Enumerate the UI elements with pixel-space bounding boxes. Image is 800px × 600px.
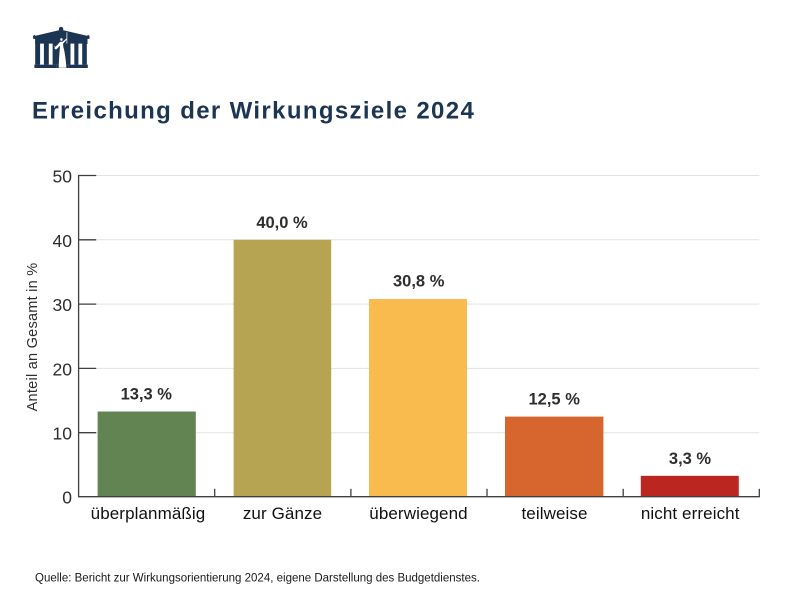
svg-text:Anteil an Gesamt in %: Anteil an Gesamt in % <box>25 263 41 412</box>
svg-text:30,8 %: 30,8 % <box>393 273 445 291</box>
svg-text:nicht erreicht: nicht erreicht <box>641 504 740 523</box>
svg-text:3,3 %: 3,3 % <box>669 450 712 468</box>
svg-text:teilweise: teilweise <box>521 504 587 523</box>
svg-text:12,5 %: 12,5 % <box>529 391 581 409</box>
svg-text:überwiegend: überwiegend <box>369 504 467 523</box>
svg-text:überplanmäßig: überplanmäßig <box>91 504 206 523</box>
svg-text:10: 10 <box>53 424 73 444</box>
svg-text:40,0 %: 40,0 % <box>256 214 308 232</box>
svg-text:30: 30 <box>53 295 73 315</box>
svg-text:13,3 %: 13,3 % <box>121 386 173 404</box>
svg-text:20: 20 <box>53 359 73 379</box>
svg-text:Quelle: Bericht zur Wirkungsor: Quelle: Bericht zur Wirkungsorientierung… <box>35 572 480 584</box>
svg-text:50: 50 <box>53 167 73 187</box>
svg-text:40: 40 <box>53 231 73 251</box>
svg-text:Erreichung der Wirkungsziele 2: Erreichung der Wirkungsziele 2024 <box>32 98 475 125</box>
svg-text:zur Gänze: zur Gänze <box>243 504 322 523</box>
svg-text:0: 0 <box>62 488 72 508</box>
